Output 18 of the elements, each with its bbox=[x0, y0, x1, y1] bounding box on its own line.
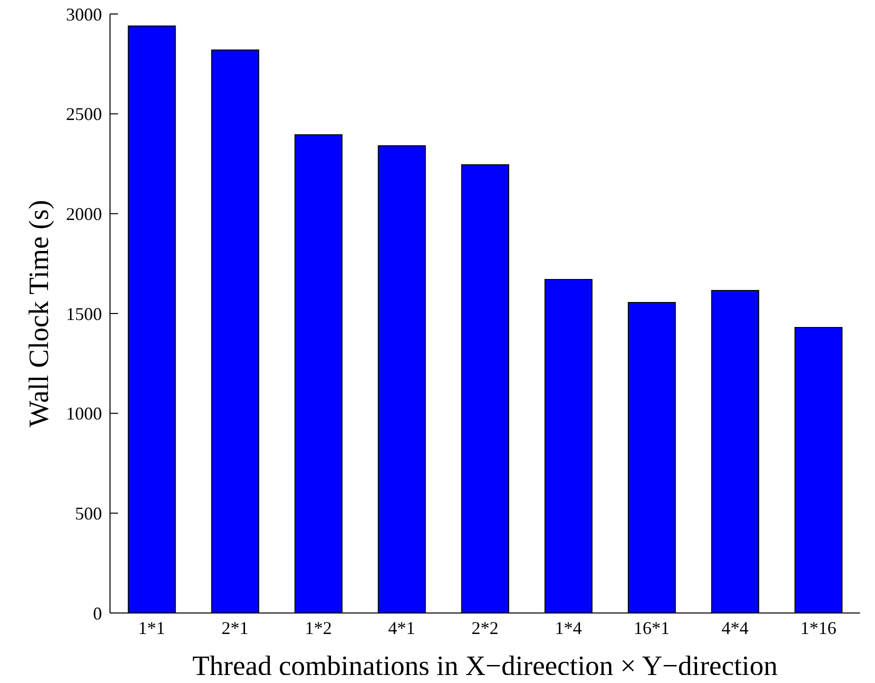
y-tick-label: 500 bbox=[75, 504, 102, 524]
y-axis-title: Wall Clock Time (s) bbox=[24, 200, 55, 428]
y-tick-label: 1500 bbox=[66, 304, 102, 324]
x-tick-label: 4*1 bbox=[388, 618, 416, 638]
x-tick-label: 2*1 bbox=[222, 618, 248, 638]
x-tick-label: 2*2 bbox=[472, 618, 498, 638]
y-tick-label: 0 bbox=[93, 603, 102, 624]
x-tick-label: 1*2 bbox=[304, 618, 332, 638]
y-tick-label: 2000 bbox=[66, 204, 102, 224]
x-tick-label: 1*1 bbox=[138, 618, 166, 638]
x-tick-label: 1*16 bbox=[800, 618, 836, 638]
y-tick-label: 3000 bbox=[66, 4, 102, 24]
x-tick-label: 4*4 bbox=[722, 618, 748, 638]
x-axis-title: Thread combinations in X−direection × Y−direction bbox=[192, 651, 778, 682]
y-tick-label: 1000 bbox=[66, 404, 102, 424]
y-tick-label: 2500 bbox=[66, 104, 102, 124]
x-tick-label: 16*1 bbox=[634, 618, 670, 638]
x-tick-label: 1*4 bbox=[554, 618, 582, 638]
